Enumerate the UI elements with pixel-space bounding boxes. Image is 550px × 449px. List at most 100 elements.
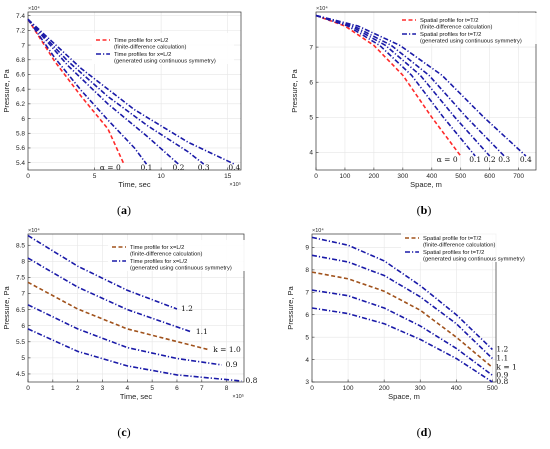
y-tick-label: 5.6 <box>16 145 25 152</box>
y-tick-label: 7 <box>21 42 25 49</box>
series-line-3 <box>315 14 491 157</box>
y-tick-label: 8 <box>21 259 25 266</box>
x-tick-label: 0 <box>314 173 318 180</box>
panel-label: (d) <box>417 425 432 439</box>
series-line-1 <box>311 236 493 351</box>
y-tick-label: 6.8 <box>16 57 25 64</box>
x-tick-label: 8 <box>225 385 229 392</box>
y-exponent-label: ×10⁴ <box>28 227 40 234</box>
legend-entry-text: Spatial profiles for t=T/2 <box>420 32 481 38</box>
y-tick-label: 4 <box>305 357 309 364</box>
y-tick-label: 6.2 <box>16 101 25 108</box>
y-tick-label: 4 <box>309 150 313 157</box>
series-line-3 <box>27 281 210 351</box>
y-tick-label: 5 <box>21 355 25 362</box>
y-axis-label: Pressure, Pa <box>2 285 11 329</box>
legend-entry-text: Time profile for x=L/2 <box>114 38 168 44</box>
series-line-5 <box>27 18 235 165</box>
legend-entry-text: (generated using continuous symmetry) <box>420 39 522 45</box>
series-end-label: 1.2 <box>181 304 193 313</box>
x-tick-label: 3 <box>101 385 105 392</box>
x-tick-label: 700 <box>513 173 524 180</box>
series-line-3 <box>27 18 179 165</box>
y-tick-label: 6.4 <box>16 86 25 93</box>
legend-entry-text: (finite-difference calculation) <box>423 243 495 249</box>
series-end-label: 1.1 <box>196 327 208 336</box>
y-axis-label: Pressure, Pa <box>290 68 299 112</box>
y-axis-label: Pressure, Pa <box>286 285 295 329</box>
legend-background <box>92 33 234 64</box>
y-tick-label: 6 <box>309 79 313 86</box>
x-axis-label: Time, sec <box>118 180 150 189</box>
y-tick-label: 7 <box>309 44 313 51</box>
series-end-label: 0.3 <box>498 155 510 164</box>
x-tick-label: 10 <box>158 173 166 180</box>
series-end-label: 0.8 <box>496 377 508 386</box>
legend-entry-text: (generated using continuous symmetry) <box>423 257 525 263</box>
legend-background <box>401 231 543 262</box>
series-line-4 <box>27 18 205 165</box>
x-tick-label: 200 <box>368 173 379 180</box>
x-tick-label: 15 <box>224 173 232 180</box>
panel-label: (b) <box>417 203 432 217</box>
x-tick-label: 0 <box>26 385 30 392</box>
y-tick-label: 8 <box>305 267 309 274</box>
x-exponent-label: ×10⁵ <box>232 393 244 400</box>
series-line-2 <box>311 254 493 360</box>
legend-background <box>108 240 250 271</box>
y-tick-label: 4.5 <box>16 371 25 378</box>
x-axis-label: Time, sec <box>120 392 152 401</box>
series-end-label: 0.2 <box>484 155 496 164</box>
x-tick-label: 500 <box>455 173 466 180</box>
axes-box <box>27 11 242 171</box>
series-line-4 <box>311 289 493 376</box>
series-end-label: 0.9 <box>226 360 238 369</box>
x-tick-label: 5 <box>150 385 154 392</box>
y-axis-label: Pressure, Pa <box>2 68 11 112</box>
axes-box <box>315 11 537 171</box>
series-end-label: 0.1 <box>141 163 153 172</box>
y-tick-label: 5 <box>309 115 313 122</box>
y-tick-label: 6 <box>21 323 25 330</box>
y-tick-label: 5.5 <box>16 339 25 346</box>
series-end-label: k = 1 <box>496 362 516 371</box>
series-end-label: 0.4 <box>520 155 532 164</box>
y-tick-label: 7.4 <box>16 13 25 20</box>
x-tick-label: 4 <box>125 385 129 392</box>
y-tick-label: 7 <box>21 291 25 298</box>
x-tick-label: 500 <box>487 385 498 392</box>
x-axis-label: Space, m <box>388 392 420 401</box>
legend-entry-text: Time profiles for x=L/2 <box>130 259 187 265</box>
y-tick-label: 6.6 <box>16 72 25 79</box>
legend-entry-text: (finite-difference calculation) <box>130 252 202 258</box>
legend-entry-text: Time profiles for x=L/2 <box>114 52 171 58</box>
legend-entry-text: (generated using continuous symmetry) <box>114 59 216 65</box>
legend-entry-text: Spatial profile for t=T/2 <box>420 18 478 24</box>
series-line-5 <box>27 328 242 382</box>
x-tick-label: 600 <box>484 173 495 180</box>
y-tick-label: 8.5 <box>16 242 25 249</box>
panel-label: (a) <box>117 203 131 217</box>
y-exponent-label: ×10⁴ <box>312 227 324 234</box>
x-tick-label: 6 <box>175 385 179 392</box>
series-line-1 <box>315 14 462 157</box>
y-exponent-label: ×10⁴ <box>316 5 328 12</box>
x-exponent-label: ×10⁵ <box>229 181 241 188</box>
series-end-label: α = 0 <box>100 163 121 172</box>
x-tick-label: 0 <box>26 173 30 180</box>
x-tick-label: 400 <box>426 173 437 180</box>
series-end-label: 0.2 <box>172 163 184 172</box>
panel-label: (c) <box>117 425 130 439</box>
axes-box <box>27 233 245 383</box>
series-end-label: 0.3 <box>198 163 210 172</box>
series-line-1 <box>27 18 125 165</box>
y-tick-label: 6.5 <box>16 307 25 314</box>
y-tick-label: 7.5 <box>16 275 25 282</box>
x-tick-label: 5 <box>93 173 97 180</box>
legend-entry-text: Spatial profiles for t=T/2 <box>423 250 484 256</box>
series-line-5 <box>311 307 493 383</box>
x-axis-label: Space, m <box>410 180 442 189</box>
legend-entry-text: Spatial profile for t=T/2 <box>423 236 481 242</box>
y-tick-label: 9 <box>305 245 309 252</box>
series-end-label: 0.8 <box>246 376 258 385</box>
